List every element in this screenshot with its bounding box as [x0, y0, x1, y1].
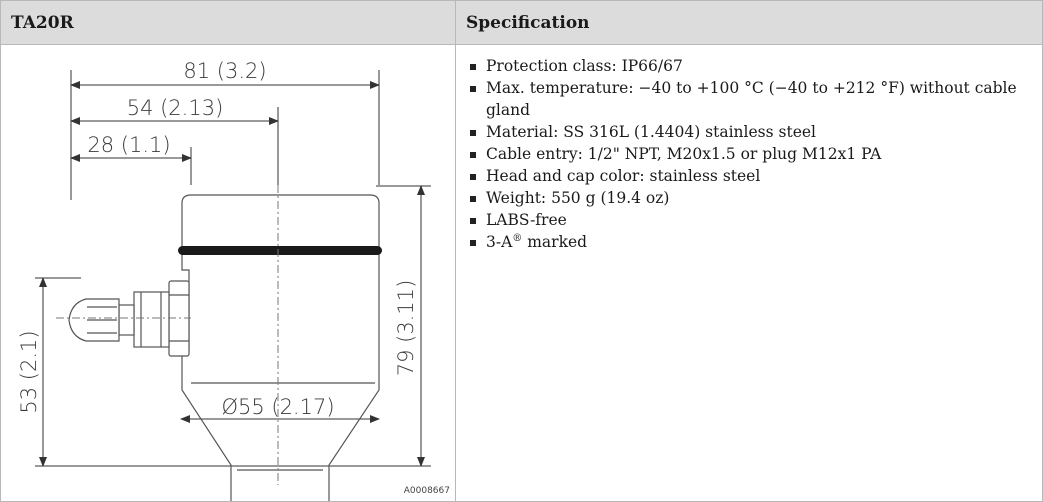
spec-item: Weight: 550 g (19.4 oz) [470, 187, 1028, 209]
registered-mark: ® [512, 232, 523, 244]
dimension-drawing-cell: 81 (3.2) 54 (2.13) 28 (1.1) Ø55 (2.17) 7… [0, 44, 456, 502]
seal-ring [178, 246, 382, 255]
cable-gland [68, 280, 190, 357]
dim-width-total-label: 81 (3.2) [183, 59, 266, 83]
dim-height-total-label: 79 (3.11) [394, 280, 418, 377]
drawing-reference-id: A0008667 [404, 486, 450, 496]
spec-item: Cable entry: 1/2" NPT, M20x1.5 or plug M… [470, 143, 1028, 165]
header-model: TA20R [0, 0, 456, 45]
dim-diameter-label: Ø55 (2.17) [221, 395, 334, 419]
table-header-row: TA20R Specification [0, 0, 1043, 45]
center-line [56, 185, 279, 485]
dim-height-entry-label: 53 (2.1) [17, 330, 41, 413]
spec-item: LABS-free [470, 209, 1028, 231]
spec-item: Head and cap color: stainless steel [470, 165, 1028, 187]
spec-item: Protection class: IP66/67 [470, 55, 1028, 77]
spec-item: Material: SS 316L (1.4404) stainless ste… [470, 121, 1028, 143]
header-specification: Specification [455, 0, 1043, 45]
spec-item: Max. temperature: −40 to +100 °C (−40 to… [470, 77, 1028, 121]
dimension-drawing: 81 (3.2) 54 (2.13) 28 (1.1) Ø55 (2.17) 7… [17, 59, 450, 501]
specification-list: Protection class: IP66/67 Max. temperatu… [456, 45, 1042, 253]
spec-item: 3-A® marked [470, 231, 1028, 253]
housing-outline [181, 194, 380, 501]
table-row: 81 (3.2) 54 (2.13) 28 (1.1) Ø55 (2.17) 7… [0, 44, 1043, 502]
dim-width-small-label: 28 (1.1) [87, 133, 170, 157]
specification-cell: Protection class: IP66/67 Max. temperatu… [455, 44, 1043, 502]
dim-width-mid-label: 54 (2.13) [127, 96, 224, 120]
